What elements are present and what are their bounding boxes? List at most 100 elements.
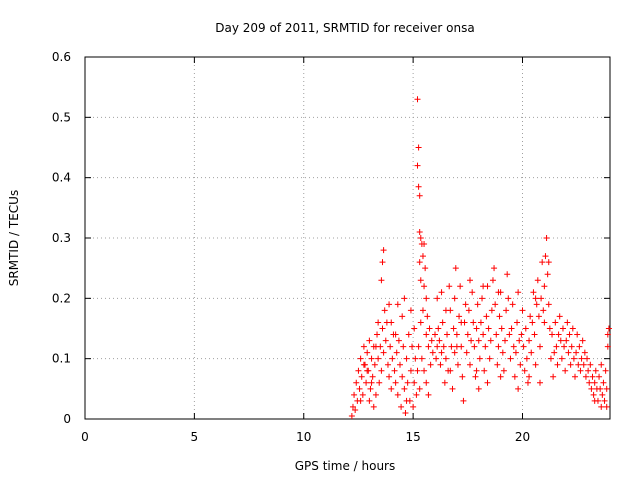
y-tick-label: 0.4	[52, 171, 71, 185]
data-point	[568, 343, 575, 350]
data-point	[531, 331, 538, 338]
data-point	[590, 391, 597, 398]
data-point	[349, 403, 356, 410]
data-point	[509, 301, 516, 308]
data-point	[545, 301, 552, 308]
data-point	[402, 409, 409, 416]
data-point	[599, 391, 606, 398]
data-point	[435, 325, 442, 332]
data-point	[492, 301, 499, 308]
data-point	[366, 337, 373, 344]
data-point	[379, 259, 386, 266]
data-point	[510, 343, 517, 350]
data-point	[389, 355, 396, 362]
data-point	[537, 379, 543, 386]
data-point	[386, 301, 393, 308]
data-point	[416, 259, 423, 266]
data-point	[456, 313, 463, 320]
data-point	[578, 355, 585, 362]
data-point	[575, 361, 582, 368]
data-point	[493, 331, 500, 338]
data-point	[415, 343, 422, 350]
data-point	[539, 259, 546, 266]
data-point	[358, 373, 365, 380]
data-point	[603, 403, 610, 410]
data-point	[534, 277, 541, 284]
data-point	[506, 331, 513, 338]
data-point	[591, 397, 598, 404]
data-point	[380, 247, 387, 254]
data-point	[442, 355, 449, 362]
data-point	[473, 325, 480, 332]
data-point	[458, 319, 465, 326]
data-point	[535, 313, 542, 320]
data-point	[460, 397, 467, 404]
data-point	[562, 367, 569, 374]
data-point	[526, 373, 533, 380]
data-point	[495, 289, 502, 296]
data-point	[472, 373, 479, 380]
data-point	[357, 397, 364, 404]
data-point	[417, 235, 424, 241]
data-point	[558, 355, 565, 362]
data-point	[574, 331, 581, 338]
data-point	[351, 391, 358, 398]
data-point	[480, 283, 487, 290]
data-point	[528, 349, 535, 356]
data-point	[421, 241, 428, 248]
data-point	[388, 385, 395, 392]
data-point	[533, 301, 540, 308]
data-point	[370, 403, 377, 410]
data-point	[565, 349, 572, 356]
data-point	[515, 289, 522, 296]
data-point	[423, 331, 430, 338]
data-point	[530, 289, 537, 296]
data-point	[602, 367, 609, 374]
data-point	[392, 331, 399, 338]
data-point	[416, 385, 423, 392]
data-point	[348, 412, 355, 419]
data-point	[375, 319, 382, 326]
data-point	[360, 361, 367, 368]
data-point	[465, 307, 472, 314]
data-point	[418, 355, 425, 362]
data-point	[356, 385, 363, 392]
data-point	[502, 337, 508, 344]
data-point	[515, 385, 522, 392]
data-point	[596, 373, 603, 380]
data-point	[399, 373, 406, 380]
data-point	[429, 349, 436, 356]
data-point	[419, 253, 426, 260]
data-point	[567, 361, 574, 368]
data-point	[411, 379, 418, 386]
data-point	[585, 367, 592, 374]
data-point	[378, 367, 385, 374]
data-point	[516, 337, 523, 344]
data-point	[503, 307, 510, 314]
data-point	[352, 406, 359, 413]
data-point	[543, 235, 550, 241]
data-point	[425, 343, 432, 350]
data-point	[459, 373, 466, 380]
data-point	[453, 331, 460, 338]
data-point	[405, 331, 412, 338]
data-point	[423, 379, 430, 386]
data-point	[486, 355, 493, 362]
data-point	[451, 349, 458, 356]
data-point	[422, 265, 429, 272]
x-axis-label: GPS time / hours	[295, 459, 396, 473]
data-point	[462, 301, 469, 308]
x-tick-label: 20	[515, 430, 530, 444]
data-point	[582, 373, 589, 380]
data-point	[371, 361, 378, 368]
data-point	[555, 331, 562, 338]
data-point	[411, 325, 418, 332]
data-point	[580, 361, 587, 368]
data-point	[605, 325, 612, 332]
data-point	[438, 289, 445, 296]
chart-title: Day 209 of 2011, SRMTID for receiver ons…	[215, 21, 474, 35]
data-point	[447, 367, 454, 374]
data-point	[474, 301, 481, 308]
data-point	[603, 385, 610, 392]
data-point	[547, 355, 554, 362]
